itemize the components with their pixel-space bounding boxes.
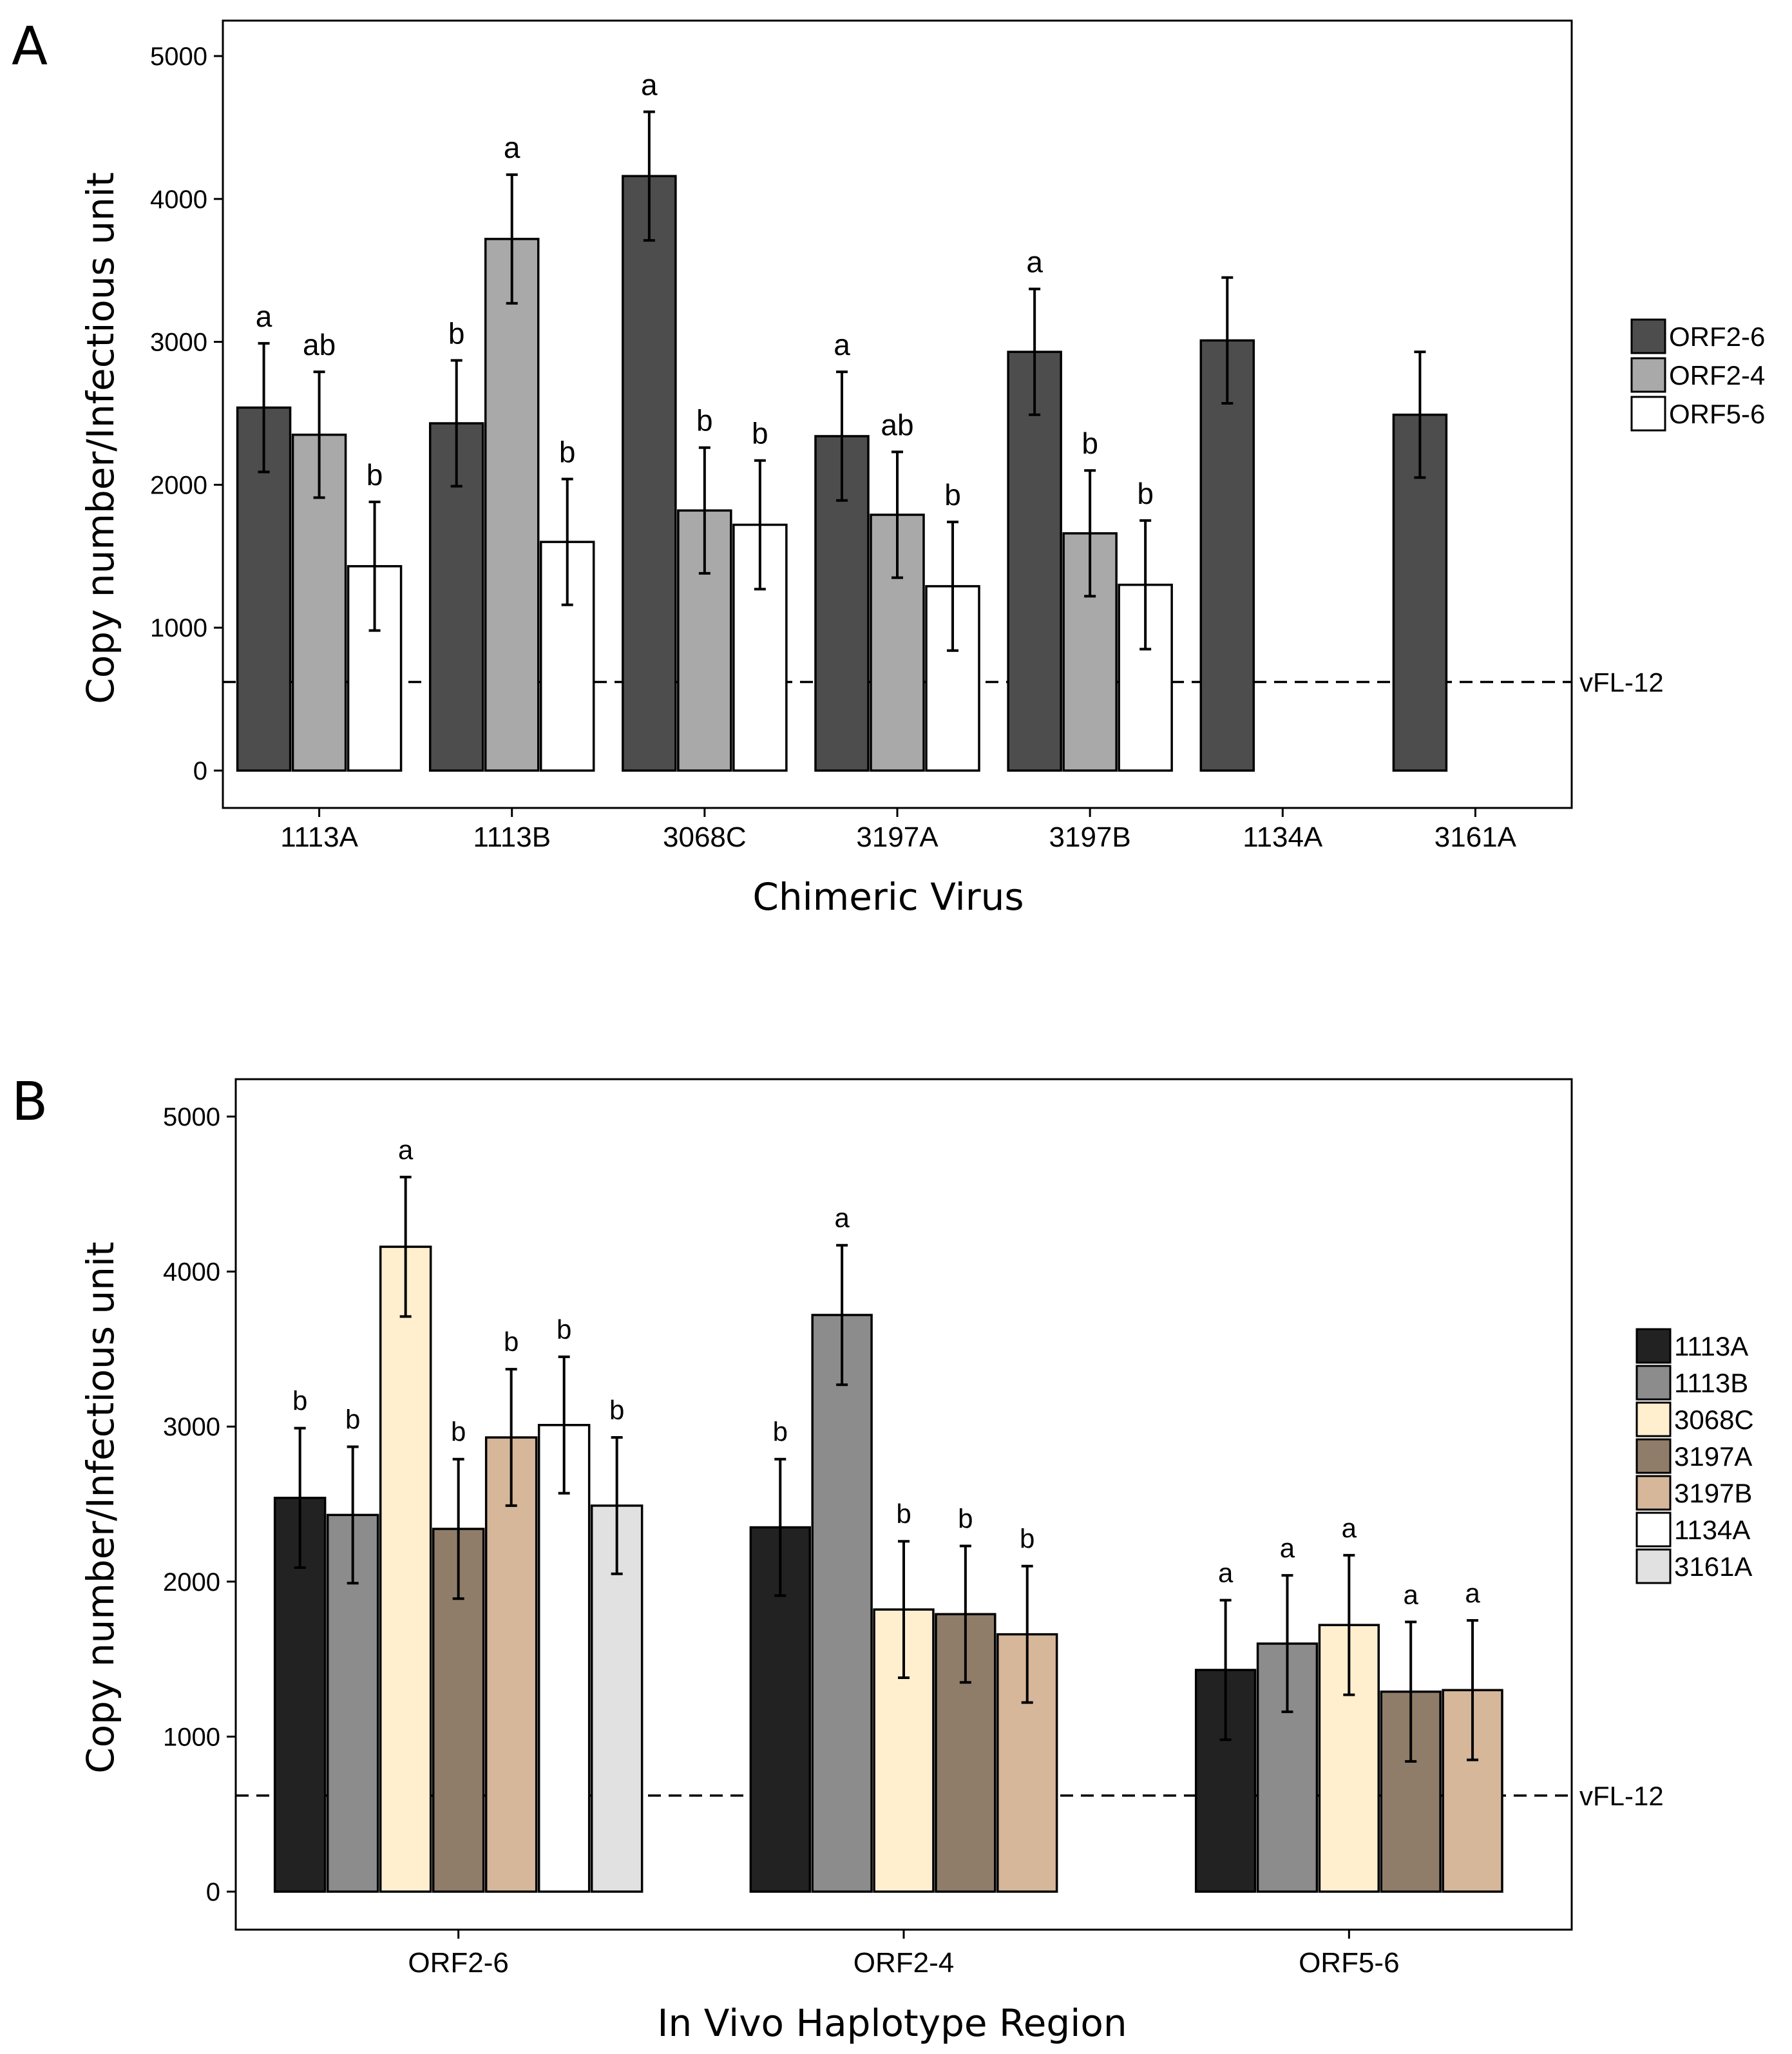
panel-b-significance-label: a [1218,1558,1234,1588]
panel-a-significance-label: b [1082,427,1098,460]
panel-b-x-axis-title: In Vivo Haplotype Region [657,2001,1127,2045]
panel-b-legend-swatch [1635,1438,1672,1474]
panel-a-x-tick-label: 3068C [663,821,747,853]
panel-b-bar [484,1436,538,1893]
panel-a-x-tick-label: 3197A [856,821,939,853]
panel-b-y-axis-title: Copy number/Infectious unit [79,1242,122,1773]
panel-a-significance-label: ab [303,328,336,361]
panel-a-significance-label: a [256,300,272,333]
panel-b-legend-label: 3161A [1674,1551,1752,1582]
panel-a-legend-swatch [1630,357,1666,393]
panel-b-significance-label: b [1020,1524,1034,1554]
panel-a: A Copy number/Infectious unit Chimeric V… [12,16,1765,919]
panel-a-significance-label: b [696,404,713,437]
panel-a-legend-swatch [1630,396,1666,432]
panel-a-y-tick-label: 0 [193,757,207,785]
panel-b-y-tick-label: 3000 [163,1413,220,1441]
panel-b-reference-label: vFL-12 [1579,1781,1664,1811]
panel-b-significance-label: a [1280,1533,1295,1563]
panel-b-significance-label: b [504,1327,519,1357]
panel-b: B Copy number/Infectious unit In Vivo Ha… [12,1071,1754,2045]
panel-b-y-tick-label: 5000 [163,1103,220,1131]
panel-a-bar [622,175,677,772]
panel-a-x-tick-label: 3161A [1435,821,1517,853]
panel-b-x-tick-label: ORF5-6 [1299,1947,1399,1979]
panel-a-y-tick-label: 4000 [150,186,207,214]
panel-b-letter: B [12,1071,48,1133]
panel-a-letter: A [12,16,48,77]
panel-a-y-tick-label: 5000 [150,43,207,71]
panel-a-bar [291,434,347,772]
panel-b-significance-label: b [609,1395,624,1425]
panel-b-significance-label: b [773,1417,788,1447]
panel-a-significance-label: b [367,458,383,492]
panel-b-significance-label: b [451,1417,466,1447]
panel-b-legend-label: 3197A [1674,1441,1752,1472]
panel-b-significance-label: b [292,1386,307,1416]
panel-a-legend-label: ORF2-6 [1669,322,1765,352]
panel-a-reference-label: vFL-12 [1579,667,1664,697]
panel-b-legend-swatch [1635,1548,1672,1584]
panel-b-y-tick-label: 4000 [163,1258,220,1287]
panel-a-significance-label: a [1026,245,1043,279]
panel-a-y-tick-label: 3000 [150,329,207,357]
panel-a-significance-label: b [752,417,768,450]
panel-a-significance-label: b [448,316,465,350]
panel-b-legend-label: 1113B [1674,1368,1748,1398]
panel-a-bar [1199,339,1255,772]
panel-b-legend-label: 3197B [1674,1478,1752,1508]
panel-a-x-axis-title: Chimeric Virus [752,875,1024,919]
panel-b-legend-swatch [1635,1328,1672,1364]
panel-a-bar [1118,583,1173,772]
panel-a-significance-label: b [1137,477,1154,510]
panel-b-bar [590,1504,643,1893]
panel-b-significance-label: a [1342,1513,1357,1543]
panel-b-significance-label: b [557,1314,571,1345]
panel-b-significance-label: a [1404,1579,1419,1609]
panel-a-legend-swatch [1630,318,1666,354]
panel-a-significance-label: a [641,68,658,102]
panel-b-significance-label: b [345,1404,360,1434]
panel-a-significance-label: a [834,328,850,361]
panel-b-y-tick-label: 1000 [163,1723,220,1751]
panel-a-y-axis-title: Copy number/Infectious unit [79,172,122,704]
panel-b-x-tick-label: ORF2-6 [408,1947,508,1979]
panel-b-y-tick-label: 2000 [163,1568,220,1597]
panel-b-significance-label: b [896,1499,911,1529]
panel-b-significance-label: a [834,1203,850,1233]
panel-b-bar [811,1314,873,1893]
panel-a-y-tick-label: 2000 [150,471,207,499]
panel-b-bar [537,1424,591,1893]
panel-b-significance-label: a [1465,1578,1480,1608]
panel-a-bar [484,238,540,772]
panel-b-legend-swatch [1635,1512,1672,1548]
panel-b-legend-label: 3068C [1674,1405,1754,1435]
panel-a-x-tick-label: 1134A [1243,821,1323,853]
panel-a-significance-label: b [944,478,961,512]
panel-a-significance-label: a [504,131,520,164]
panel-b-y-tick-label: 0 [206,1878,220,1906]
panel-b-significance-label: a [398,1135,414,1165]
panel-a-x-tick-label: 3197B [1049,821,1131,853]
panel-a-legend-label: ORF2-4 [1669,360,1765,390]
panel-b-legend-label: 1113A [1674,1331,1748,1361]
panel-a-x-tick-label: 1113B [473,821,551,853]
panel-a-legend-label: ORF5-6 [1669,399,1765,429]
panel-b-legend-label: 1134A [1674,1515,1750,1545]
panel-b-legend-swatch [1635,1401,1672,1437]
panel-b-legend-swatch [1635,1365,1672,1401]
panel-b-bar [379,1245,432,1893]
panel-b-legend-swatch [1635,1475,1672,1511]
panel-b-significance-label: b [958,1503,973,1533]
panel-a-bar [1007,350,1062,772]
panel-a-significance-label: ab [881,408,913,441]
panel-a-x-tick-label: 1113A [280,821,358,853]
panel-a-y-tick-label: 1000 [150,614,207,642]
panel-b-x-tick-label: ORF2-4 [853,1947,954,1979]
panel-a-significance-label: b [559,436,576,469]
